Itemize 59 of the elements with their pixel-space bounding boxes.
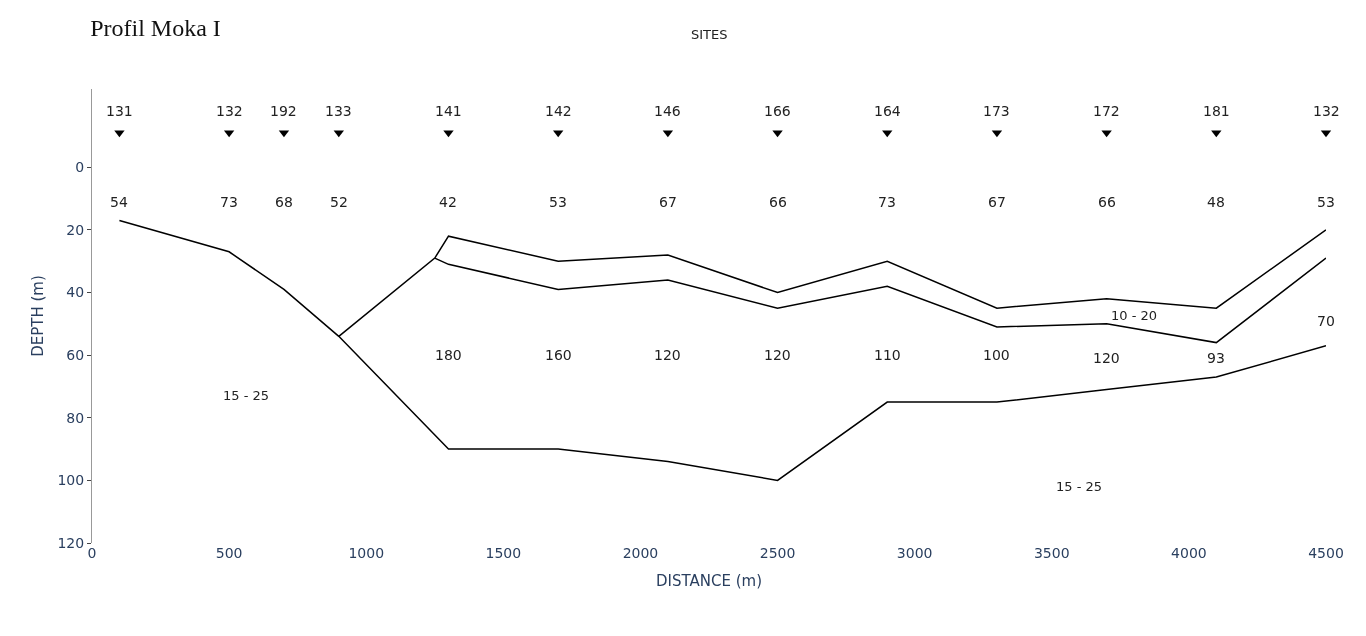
annotation: 68	[275, 194, 293, 210]
annotation: 53	[1317, 194, 1335, 210]
annotation: 141	[435, 103, 462, 119]
annotation: 100	[983, 347, 1010, 363]
annotation: 73	[220, 194, 238, 210]
annotation: 142	[545, 103, 572, 119]
annotation: 181	[1203, 103, 1230, 119]
annotation: 42	[439, 194, 457, 210]
annotation: 52	[330, 194, 348, 210]
y-axis-title: DEPTH (m)	[28, 275, 47, 357]
y-tick-label: 100	[57, 472, 85, 489]
y-tick-label: 60	[66, 347, 85, 364]
chart-title: Profil Moka I	[90, 14, 221, 41]
annotation: 67	[659, 194, 677, 210]
annotation: 67	[988, 194, 1006, 210]
annotation: 132	[216, 103, 243, 119]
annotation: 133	[325, 103, 352, 119]
x-tick-label: 3000	[896, 545, 933, 561]
annotation: 120	[764, 347, 791, 363]
x-tick-label: 4000	[1171, 545, 1207, 561]
y-tick-label: 40	[66, 284, 85, 301]
annotation: 110	[874, 347, 901, 363]
annotation: 73	[878, 194, 896, 210]
annotation: 132	[1313, 103, 1340, 119]
x-axis-title: DISTANCE (m)	[655, 572, 763, 590]
x-tick-label: 2500	[759, 545, 796, 561]
x-tick-label: 4500	[1308, 545, 1344, 561]
annotation: 166	[764, 103, 791, 119]
annotation: 180	[435, 347, 462, 363]
annotation: 10 - 20	[1111, 308, 1158, 323]
annotation: 173	[983, 103, 1010, 119]
annotation: 53	[549, 194, 567, 210]
y-tick-label: 20	[66, 221, 85, 238]
annotation: 120	[654, 347, 681, 363]
x-tick-label: 1000	[348, 545, 385, 561]
annotation: 15 - 25	[1056, 479, 1103, 494]
y-tick-label: 80	[66, 409, 85, 426]
annotation: 54	[110, 194, 128, 210]
annotation: 120	[1093, 350, 1120, 366]
annotation: 160	[545, 347, 572, 363]
y-tick-label: 120	[57, 534, 85, 551]
annotation: 172	[1093, 103, 1120, 119]
x-tick-label: 0	[87, 545, 97, 561]
annotation: 146	[654, 103, 681, 119]
annotation: 131	[106, 103, 133, 119]
x-tick-label: 1500	[485, 545, 522, 561]
annotation: 164	[874, 103, 901, 119]
annotation: 15 - 25	[223, 388, 270, 403]
annotation: 192	[270, 103, 297, 119]
text: SITES	[691, 27, 728, 42]
y-tick-label: 0	[75, 159, 85, 176]
x-tick-label: 500	[215, 545, 243, 561]
x-tick-label: 2000	[622, 545, 659, 561]
annotation: 48	[1207, 194, 1225, 210]
x-tick-label: 3500	[1033, 545, 1070, 561]
annotation: 66	[769, 194, 787, 210]
annotation: 93	[1207, 350, 1225, 366]
annotation: 70	[1317, 313, 1335, 329]
annotation: 66	[1098, 194, 1116, 210]
